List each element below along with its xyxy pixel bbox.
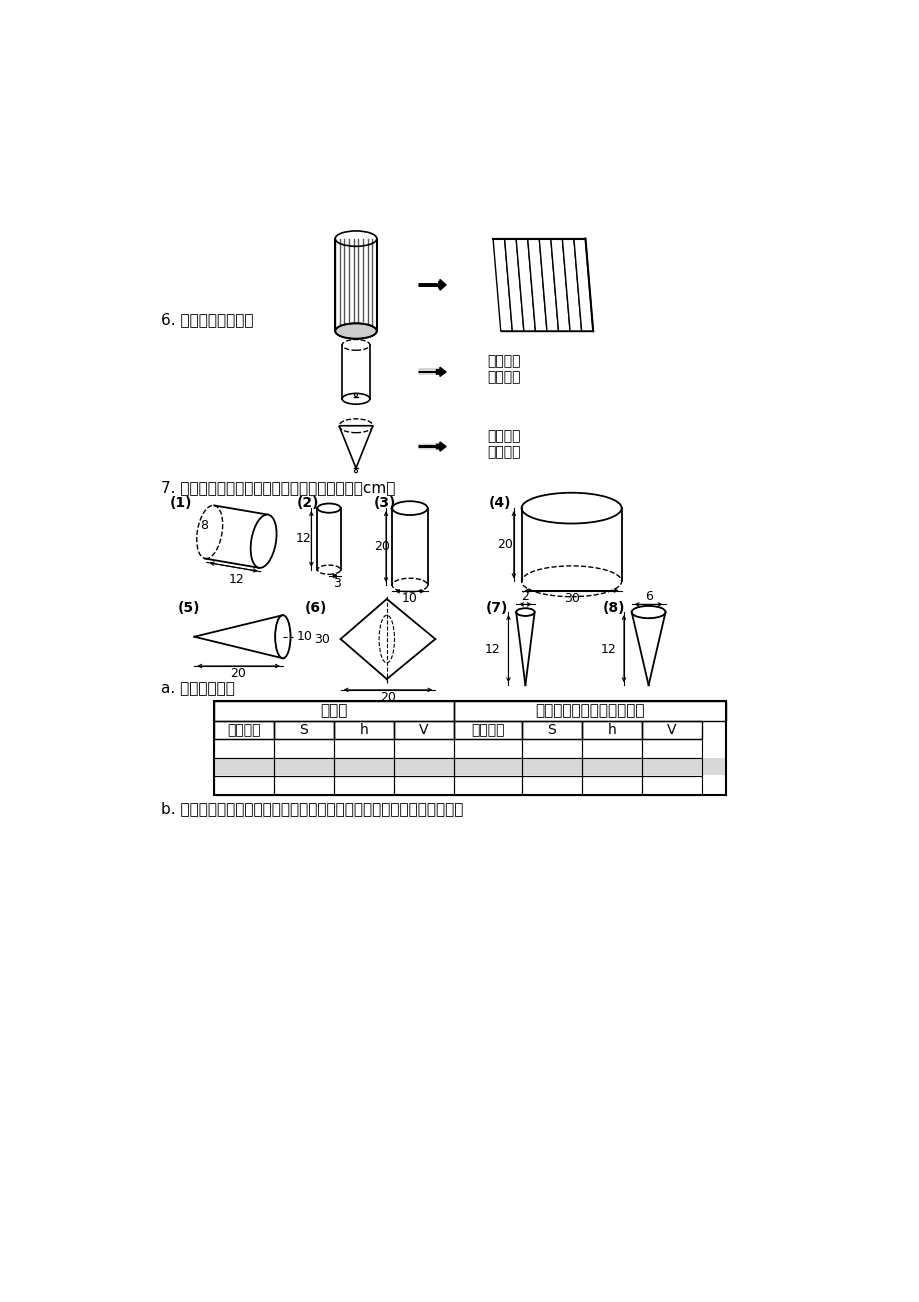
FancyArrow shape (419, 280, 446, 290)
Ellipse shape (250, 514, 277, 568)
Text: (8): (8) (602, 602, 625, 616)
Text: 圆柱体: 圆柱体 (320, 703, 347, 719)
Bar (521, 758, 581, 776)
Bar (213, 776, 273, 794)
Bar (213, 720, 273, 740)
Text: 6: 6 (644, 590, 652, 603)
Text: 12: 12 (229, 573, 244, 586)
Text: 沿粗线将
侧面展开: 沿粗线将 侧面展开 (486, 430, 520, 460)
Polygon shape (504, 238, 523, 331)
Bar (521, 776, 581, 794)
Bar (393, 776, 453, 794)
Text: a. 按要求填表。: a. 按要求填表。 (161, 681, 235, 697)
Text: 3: 3 (333, 577, 340, 590)
Bar (453, 740, 521, 758)
Polygon shape (516, 238, 535, 331)
Text: 30: 30 (313, 633, 329, 646)
FancyArrow shape (419, 367, 446, 376)
Text: 10: 10 (297, 630, 312, 643)
Text: 6. 按照图意剪一剪。: 6. 按照图意剪一剪。 (161, 312, 254, 327)
Bar (521, 740, 581, 758)
Text: 30: 30 (563, 591, 579, 604)
Text: (7): (7) (485, 602, 507, 616)
Polygon shape (339, 426, 372, 469)
Text: (2): (2) (297, 496, 319, 510)
Text: V: V (666, 723, 675, 737)
Bar (273, 720, 334, 740)
Bar (453, 758, 521, 776)
Bar (453, 776, 521, 794)
Bar (521, 720, 581, 740)
Bar (213, 700, 725, 794)
Text: (5): (5) (177, 602, 200, 616)
Text: 20: 20 (374, 540, 390, 553)
Text: 2: 2 (521, 590, 528, 603)
Bar (393, 720, 453, 740)
Bar (213, 758, 273, 776)
Text: 12: 12 (600, 643, 616, 655)
Text: S: S (547, 723, 555, 737)
Text: 20: 20 (496, 538, 512, 551)
Bar (273, 776, 334, 794)
Text: (1): (1) (170, 496, 192, 510)
Text: 20: 20 (380, 691, 395, 704)
Text: 7. 仔细观察，研究圆柱和圆锥的关系。（单位：cm）: 7. 仔细观察，研究圆柱和圆锥的关系。（单位：cm） (161, 480, 395, 495)
FancyArrow shape (419, 441, 446, 452)
Bar (273, 758, 334, 776)
Text: S: S (299, 723, 308, 737)
Text: 图形序号: 图形序号 (471, 723, 504, 737)
Bar (334, 740, 393, 758)
Bar (214, 758, 724, 775)
Bar (213, 700, 453, 720)
Bar (581, 720, 641, 740)
Text: 10: 10 (402, 592, 417, 605)
Bar (453, 700, 725, 720)
Polygon shape (550, 238, 570, 331)
Text: 12: 12 (295, 533, 312, 546)
Bar (393, 740, 453, 758)
Polygon shape (562, 238, 581, 331)
Bar (334, 758, 393, 776)
Text: 8: 8 (200, 518, 208, 531)
Text: 图形序号: 图形序号 (227, 723, 260, 737)
Text: (3): (3) (374, 496, 396, 510)
Text: b. 把这些圆柱、圆锥按照体积之间的关系分成两类。（把序号填入圆内）: b. 把这些圆柱、圆锥按照体积之间的关系分成两类。（把序号填入圆内） (161, 801, 463, 816)
Bar (581, 776, 641, 794)
Bar (334, 776, 393, 794)
Polygon shape (573, 238, 593, 331)
Bar (213, 740, 273, 758)
Bar (581, 740, 641, 758)
Bar (453, 720, 521, 740)
Text: 12: 12 (484, 643, 500, 655)
Bar (641, 740, 701, 758)
Bar (334, 720, 393, 740)
Text: 20: 20 (230, 667, 246, 680)
Polygon shape (493, 238, 512, 331)
Polygon shape (539, 238, 558, 331)
Bar (581, 758, 641, 776)
Bar (641, 720, 701, 740)
Bar (393, 758, 453, 776)
Bar (641, 758, 701, 776)
Text: 沿粗线将
侧面展开: 沿粗线将 侧面展开 (486, 354, 520, 384)
Text: h: h (607, 723, 616, 737)
Text: 与圆柱体等底等高的圆锥体: 与圆柱体等底等高的圆锥体 (534, 703, 643, 719)
Bar (641, 776, 701, 794)
Ellipse shape (335, 323, 377, 339)
Text: (6): (6) (304, 602, 327, 616)
Text: h: h (359, 723, 368, 737)
Text: V: V (418, 723, 428, 737)
Text: (4): (4) (488, 496, 511, 510)
Bar (273, 740, 334, 758)
Polygon shape (528, 238, 547, 331)
